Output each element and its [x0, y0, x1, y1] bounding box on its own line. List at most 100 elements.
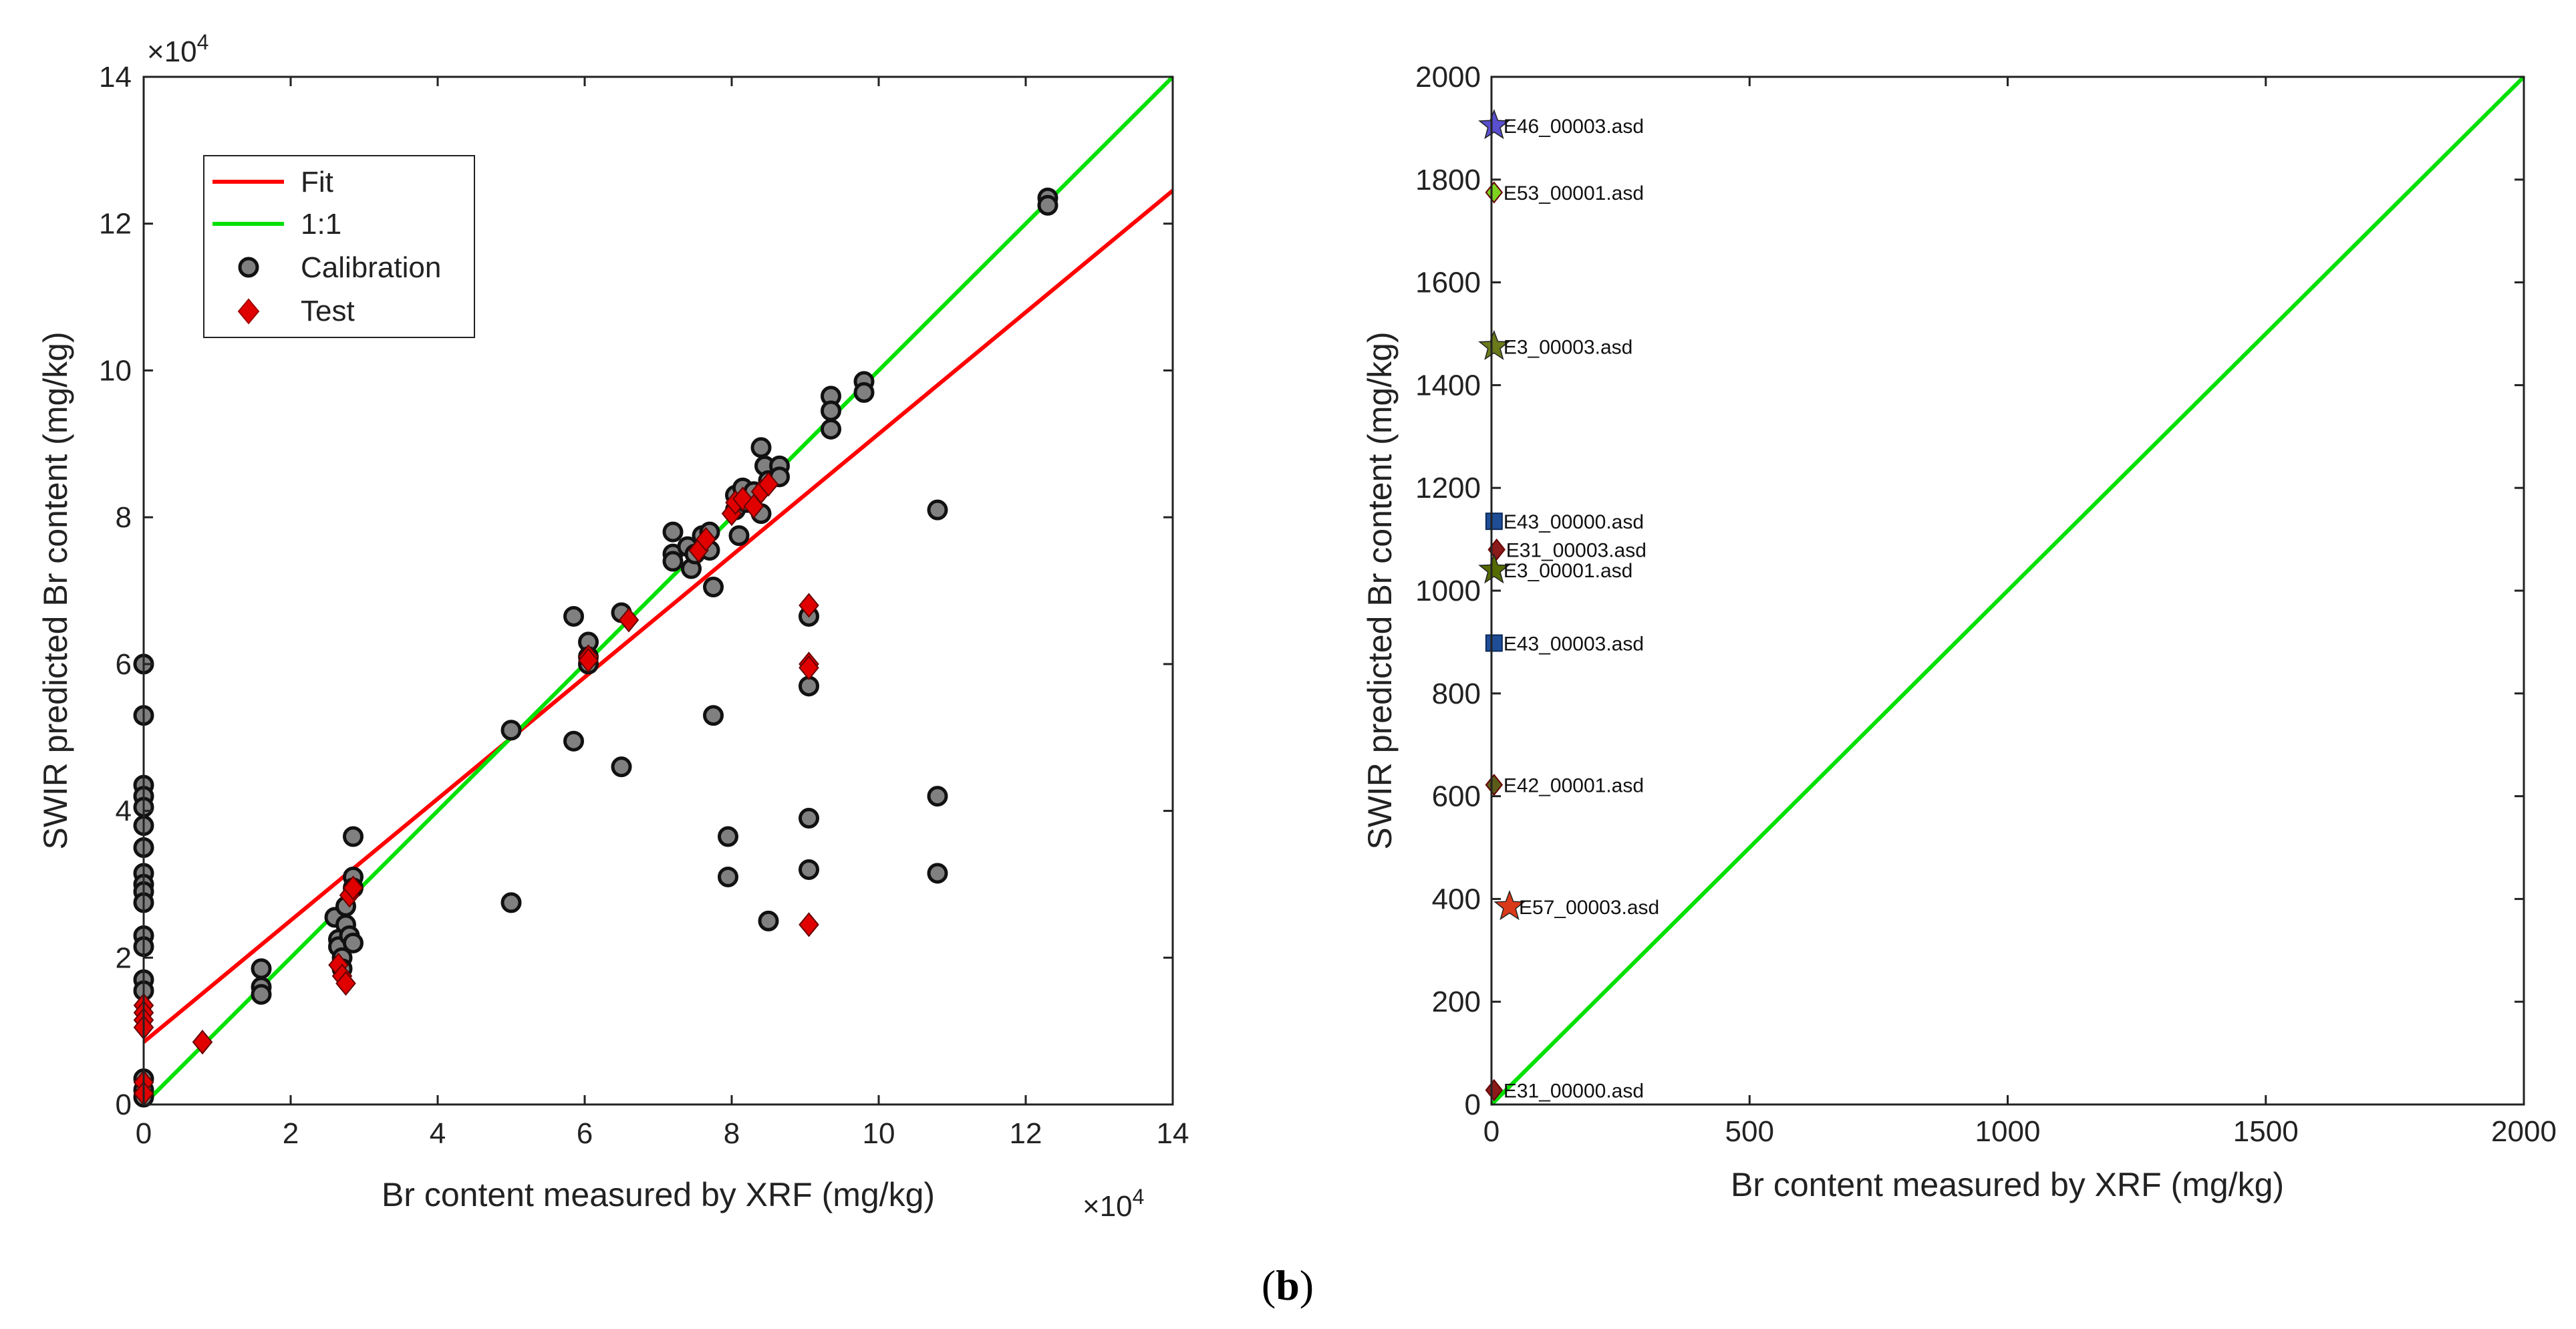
- chart2-sample-marker: [1485, 634, 1503, 652]
- chart1-y-tick-label: 8: [116, 501, 132, 534]
- chart1-xlabel: Br content measured by XRF (mg/kg): [382, 1176, 935, 1213]
- chart1-x-tick-label: 8: [724, 1117, 740, 1150]
- test-point: [578, 647, 599, 673]
- chart2-sample-label: E57_00003.asd: [1519, 897, 1659, 919]
- chart2-x-tick-label: 1500: [2233, 1115, 2299, 1148]
- one-to-one-line: [142, 75, 1175, 1106]
- calibration-point: [343, 826, 364, 847]
- chart2-xlabel: Br content measured by XRF (mg/kg): [1731, 1166, 2284, 1203]
- calibration-point: [821, 418, 841, 440]
- chart2-sample-label: E31_00000.asd: [1504, 1080, 1644, 1102]
- figure-caption: (b): [1262, 1262, 1314, 1309]
- chart1-x-tick-label: 0: [136, 1117, 152, 1150]
- chart2-sample-marker: [1478, 553, 1510, 584]
- legend-calibration-marker: [238, 257, 259, 278]
- chart2-points: E46_00003.asd E53_00001.asd E3_00003.asd E4…: [1478, 109, 1659, 1102]
- chart2-sample-label: E3_00001.asd: [1504, 560, 1633, 582]
- calibration-point: [251, 984, 272, 1005]
- chart1-x-tick-label: 6: [577, 1117, 593, 1150]
- legend-test-label: Test: [301, 295, 355, 327]
- chart2-y-tick-label: 1200: [1415, 472, 1481, 504]
- test-point: [799, 593, 819, 618]
- calibration-point: [611, 756, 632, 778]
- calibration-point: [500, 892, 522, 913]
- calibration-point: [500, 720, 522, 741]
- chart1-y-tick-label: 4: [116, 795, 132, 828]
- chart1-x-tick-label: 2: [283, 1117, 299, 1150]
- calibration-point: [853, 382, 875, 403]
- calibration-point: [927, 499, 948, 521]
- chart2-y-tick-label: 1600: [1415, 267, 1481, 299]
- chart2-sample-marker: [1493, 889, 1526, 921]
- chart1-y-tick-label: 2: [116, 941, 132, 974]
- calibration-point: [251, 958, 272, 980]
- chart2-sample-marker: [1485, 774, 1504, 796]
- calibration-point: [799, 859, 819, 880]
- calibration-point: [703, 577, 724, 598]
- chart2-sample-marker: [1485, 1078, 1504, 1102]
- test-point: [192, 1030, 213, 1055]
- test-point: [618, 607, 639, 633]
- calibration-point: [1037, 194, 1058, 216]
- legend-fit-label: Fit: [301, 166, 333, 198]
- test-point: [799, 655, 819, 680]
- chart2-sample-label: E43_00003.asd: [1504, 633, 1644, 655]
- calibration-point: [662, 521, 684, 543]
- calibration-point: [750, 437, 772, 458]
- chart2-sample-label: E43_00000.asd: [1504, 511, 1644, 533]
- chart2-ticks: 0 500 1000 1500 2000 0 200 400 600 800 1000 1200 140…: [1415, 61, 2557, 1148]
- chart2-ylabel: SWIR predicted Br content (mg/kg): [1361, 331, 1399, 849]
- chart2-y-tick-label: 800: [1432, 678, 1481, 710]
- chart1-ticks: 0 2 4 6 8 10 12 14 0 2 4 6 8 10 12 14: [99, 61, 1189, 1150]
- chart2-sample-marker: [1485, 181, 1504, 204]
- test-point: [335, 971, 356, 996]
- test-point: [758, 472, 779, 497]
- chart2-one-to-one-line: [1489, 75, 2526, 1106]
- chart1-y-tick-label: 14: [99, 61, 132, 94]
- calibration-point: [927, 786, 948, 807]
- chart1-y-tick-label: 0: [116, 1088, 132, 1121]
- chart1-plot-frame: [142, 76, 1174, 1106]
- calibration-test-chart: 0 2 4 6 8 10 12 14 0 2 4 6 8 10 12 14 Br content measur…: [37, 30, 1189, 1223]
- chart2-y-tick-label: 1000: [1415, 575, 1481, 607]
- chart2-y-tick-label: 0: [1465, 1088, 1481, 1121]
- legend-calibration-label: Calibration: [301, 251, 441, 284]
- test-point: [696, 527, 716, 552]
- chart1-x-tick-label: 12: [1010, 1117, 1042, 1150]
- calibration-point: [343, 932, 364, 953]
- chart2-x-tick-label: 500: [1725, 1115, 1774, 1148]
- calibration-point: [718, 866, 738, 887]
- chart1-lines: [142, 75, 1175, 1106]
- chart1-y-tick-label: 12: [99, 208, 132, 241]
- chart2-y-tick-label: 1800: [1415, 164, 1481, 196]
- test-point: [799, 912, 819, 937]
- chart1-y-multiplier: ×104: [147, 30, 208, 68]
- chart1-ylabel: SWIR predicted Br content (mg/kg): [37, 331, 74, 849]
- fit-line: [142, 188, 1174, 1044]
- chart2-sample-label: E46_00003.asd: [1504, 116, 1644, 138]
- calibration-point: [821, 400, 841, 422]
- calibration-point: [703, 705, 724, 726]
- chart2-x-tick-label: 0: [1483, 1115, 1499, 1148]
- test-point: [343, 875, 364, 901]
- legend-test-marker: [237, 298, 260, 325]
- chart2-sample-marker: [1485, 512, 1503, 531]
- legend-one-to-one-label: 1:1: [301, 208, 341, 241]
- chart1-y-tick-label: 6: [116, 648, 132, 681]
- calibration-point: [758, 910, 779, 931]
- calibration-point: [718, 826, 738, 847]
- calibration-point: [563, 605, 584, 627]
- chart2-x-tick-label: 1000: [1975, 1115, 2041, 1148]
- chart2-sample-marker: [1478, 109, 1510, 140]
- chart2-y-tick-label: 400: [1432, 883, 1481, 915]
- calibration-point: [799, 808, 819, 829]
- chart2-lines: [1489, 75, 2526, 1106]
- chart2-sample-label: E53_00001.asd: [1504, 182, 1644, 204]
- chart2-x-tick-label: 2000: [2491, 1115, 2557, 1148]
- calibration-point: [728, 525, 750, 547]
- chart2-sample-label: E31_00003.asd: [1506, 539, 1647, 561]
- chart1-y-tick-label: 10: [99, 354, 132, 387]
- chart1-legend: Fit 1:1 Calibration Test: [203, 155, 475, 338]
- calibration-point: [927, 863, 948, 884]
- chart1-x-tick-label: 4: [430, 1117, 446, 1150]
